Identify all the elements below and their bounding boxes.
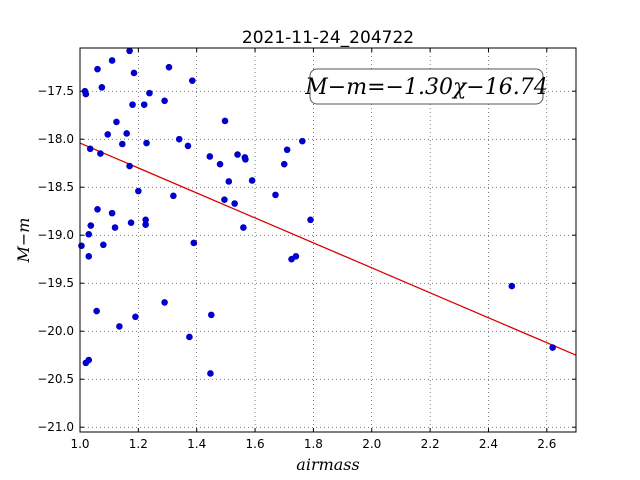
data-point: [140, 101, 148, 108]
y-tick-label: −18.5: [37, 180, 74, 194]
data-point: [87, 222, 95, 229]
data-point: [130, 69, 138, 77]
data-point: [216, 160, 224, 168]
fit-line-group: [79, 142, 577, 356]
fit-annotation: M−m=−1.30χ−16.74: [304, 68, 548, 105]
x-tick-label: 2.4: [479, 437, 498, 451]
data-points: [78, 47, 556, 377]
data-point: [97, 150, 104, 157]
data-point: [161, 97, 168, 105]
data-point: [104, 131, 112, 138]
x-tick-label: 1.6: [246, 437, 265, 451]
data-point: [85, 253, 93, 260]
x-tick-label: 2.2: [421, 437, 440, 451]
data-point: [184, 142, 192, 150]
y-tick-label: −20.0: [37, 324, 74, 338]
data-point: [82, 90, 90, 98]
fit-line: [79, 142, 577, 356]
data-point: [78, 242, 85, 250]
x-tick-label: 1.2: [129, 437, 148, 451]
chart-title: 2021-11-24_204722: [242, 28, 414, 48]
data-point: [116, 323, 123, 330]
data-point: [292, 253, 300, 260]
data-point: [242, 156, 249, 163]
data-point: [85, 230, 93, 238]
data-point: [108, 57, 116, 64]
data-point: [206, 153, 214, 160]
data-point: [248, 177, 256, 184]
x-tick-label: 2.0: [362, 437, 381, 451]
data-point: [225, 178, 233, 185]
data-point: [94, 65, 101, 73]
data-point: [123, 130, 130, 137]
data-point: [299, 137, 306, 145]
data-point: [86, 145, 94, 153]
data-point: [142, 216, 149, 224]
x-tick-label: 1.4: [187, 437, 206, 451]
data-point: [170, 192, 177, 200]
y-tick-label: −21.0: [37, 420, 74, 434]
data-point: [85, 356, 93, 364]
data-point: [221, 196, 228, 203]
data-point: [207, 370, 214, 377]
annotation-box: [309, 68, 544, 105]
data-point: [240, 224, 247, 231]
data-point: [283, 146, 291, 154]
data-point: [127, 219, 135, 227]
data-point: [135, 187, 142, 195]
data-point: [175, 135, 183, 143]
x-tick-label: 1.0: [70, 437, 89, 451]
data-point: [146, 89, 153, 97]
data-point: [100, 241, 107, 249]
x-tick-label: 2.6: [537, 437, 556, 451]
data-point: [126, 47, 133, 55]
y-tick-label: −18.0: [37, 132, 74, 146]
data-point: [508, 282, 516, 290]
data-point: [132, 313, 139, 321]
data-point: [111, 224, 119, 231]
annotation-text: M−m=−1.30χ−16.74: [304, 75, 547, 100]
data-point: [280, 160, 288, 168]
data-point: [234, 151, 241, 158]
data-point: [108, 209, 116, 217]
data-point: [142, 221, 149, 228]
data-point: [272, 191, 279, 199]
y-tick-label: −19.0: [37, 228, 74, 242]
x-axis-label: airmass: [296, 455, 359, 474]
data-point: [113, 118, 120, 126]
y-tick-label: −20.5: [37, 372, 74, 386]
data-point: [186, 333, 193, 341]
y-tick-label: −19.5: [37, 276, 74, 290]
data-point: [94, 205, 101, 213]
grid: [79, 48, 576, 432]
data-point: [231, 200, 238, 207]
y-axis-label: M−m: [14, 218, 33, 264]
data-point: [165, 63, 173, 71]
x-tick-label: 1.8: [304, 437, 323, 451]
data-point: [143, 139, 150, 147]
data-point: [307, 216, 314, 224]
plot-frame: [79, 47, 577, 433]
data-point: [189, 77, 196, 84]
data-point: [190, 239, 198, 247]
data-point: [98, 84, 106, 91]
x-ticks: 1.0 1.2 1.4 1.6 1.8 2.0 2.2 2.4 2.6: [70, 48, 556, 451]
y-tick-label: −17.5: [37, 84, 74, 98]
data-point: [221, 117, 229, 125]
data-point: [129, 101, 136, 108]
y-ticks: −17.5 −18.0 −18.5 −19.0 −19.5 −20.0 −20.5 −21.0: [37, 84, 576, 434]
data-point: [93, 307, 100, 315]
data-point: [207, 311, 215, 319]
data-point: [161, 299, 168, 306]
data-point: [126, 162, 133, 170]
data-point: [119, 140, 126, 148]
data-point: [549, 344, 556, 351]
